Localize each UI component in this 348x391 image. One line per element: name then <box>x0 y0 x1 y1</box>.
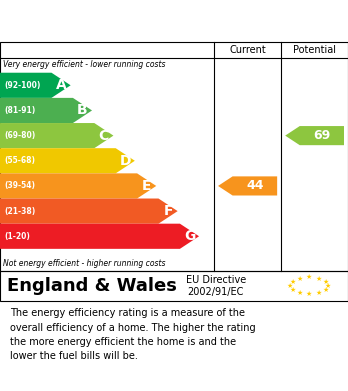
Text: (69-80): (69-80) <box>4 131 35 140</box>
Polygon shape <box>0 98 92 123</box>
Text: ★: ★ <box>325 283 331 289</box>
Text: (1-20): (1-20) <box>4 232 30 241</box>
Polygon shape <box>285 126 344 145</box>
Text: ★: ★ <box>306 274 312 280</box>
Text: Not energy efficient - higher running costs: Not energy efficient - higher running co… <box>3 259 166 268</box>
Text: ★: ★ <box>315 290 322 296</box>
Text: Potential: Potential <box>293 45 336 55</box>
Text: ★: ★ <box>322 287 328 293</box>
Text: Very energy efficient - lower running costs: Very energy efficient - lower running co… <box>3 60 166 69</box>
Text: ★: ★ <box>296 290 302 296</box>
Polygon shape <box>0 73 71 98</box>
Text: (39-54): (39-54) <box>4 181 35 190</box>
Text: F: F <box>163 204 173 218</box>
Text: G: G <box>184 229 195 243</box>
Polygon shape <box>0 148 135 173</box>
Text: (55-68): (55-68) <box>4 156 35 165</box>
Text: ★: ★ <box>296 276 302 282</box>
Text: 44: 44 <box>246 179 264 192</box>
Text: ★: ★ <box>306 291 312 297</box>
Polygon shape <box>218 176 277 196</box>
Polygon shape <box>0 173 156 199</box>
Text: E: E <box>142 179 151 193</box>
Text: B: B <box>77 104 88 117</box>
Text: (21-38): (21-38) <box>4 206 35 215</box>
Polygon shape <box>0 224 199 249</box>
Text: The energy efficiency rating is a measure of the
overall efficiency of a home. T: The energy efficiency rating is a measur… <box>10 308 256 361</box>
Text: D: D <box>119 154 131 168</box>
Text: Energy Efficiency Rating: Energy Efficiency Rating <box>9 12 238 30</box>
Polygon shape <box>0 199 177 224</box>
Text: 69: 69 <box>313 129 331 142</box>
Text: EU Directive
2002/91/EC: EU Directive 2002/91/EC <box>185 275 246 297</box>
Polygon shape <box>0 123 113 148</box>
Text: ★: ★ <box>290 287 295 293</box>
Text: ★: ★ <box>287 283 293 289</box>
Text: (81-91): (81-91) <box>4 106 35 115</box>
Text: ★: ★ <box>322 278 328 285</box>
Text: ★: ★ <box>290 278 295 285</box>
Text: England & Wales: England & Wales <box>7 277 177 295</box>
Text: C: C <box>99 129 109 143</box>
Text: ★: ★ <box>315 276 322 282</box>
Text: Current: Current <box>229 45 266 55</box>
Text: (92-100): (92-100) <box>4 81 41 90</box>
Text: A: A <box>56 78 66 92</box>
